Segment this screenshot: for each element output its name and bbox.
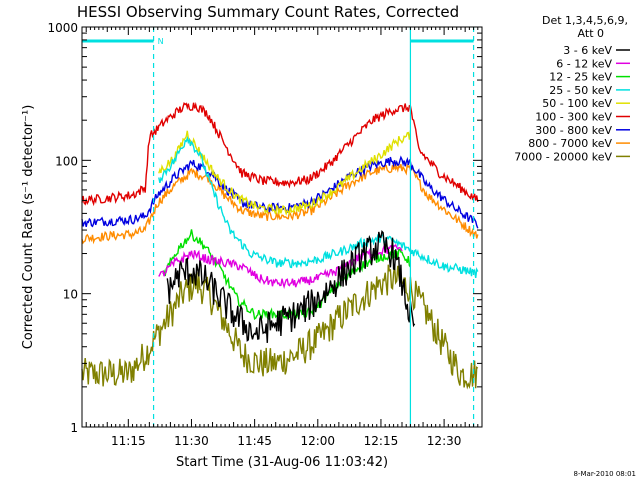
- y-tick-label: 10: [63, 288, 78, 302]
- x-tick-label: 11:15: [111, 434, 146, 448]
- x-axis-label: Start Time (31-Aug-06 11:03:42): [176, 455, 388, 470]
- y-tick-label: 1000: [47, 21, 78, 35]
- legend-label-9: 7000 - 20000 keV: [514, 150, 612, 163]
- legend-header-line-2: Att 0: [578, 27, 604, 40]
- series-line-9: [81, 264, 479, 390]
- plot-area: N: [81, 27, 479, 427]
- legend-label-5: 50 - 100 keV: [542, 97, 612, 110]
- y-axis: 1 10 100 1000: [47, 21, 482, 435]
- x-tick-label: 11:45: [237, 434, 272, 448]
- x-tick-label: 11:30: [174, 434, 209, 448]
- plot-frame: [81, 26, 483, 428]
- legend-label-3: 12 - 25 keV: [549, 71, 612, 84]
- chart-title: HESSI Observing Summary Count Rates, Cor…: [77, 3, 459, 21]
- legend-label-6: 100 - 300 keV: [535, 111, 612, 124]
- legend-label-1: 3 - 6 keV: [563, 44, 612, 57]
- legend-label-8: 800 - 7000 keV: [528, 137, 612, 150]
- y-tick-label: 1: [70, 421, 78, 435]
- footer-date: 8-Mar-2010 08:01: [574, 470, 636, 478]
- series-line-1: [166, 229, 416, 343]
- series-line-4: [158, 135, 479, 279]
- marker-label: N: [158, 37, 164, 46]
- series-line-5: [158, 130, 412, 216]
- series-line-7: [81, 155, 479, 229]
- x-tick-label: 12:30: [427, 434, 462, 448]
- x-axis: 11:15 11:30 11:45 12:00 12:15 12:30: [81, 27, 483, 448]
- legend-label-2: 6 - 12 keV: [556, 57, 612, 70]
- series-line-6: [81, 101, 479, 207]
- x-tick-label: 12:15: [364, 434, 399, 448]
- legend-label-7: 300 - 800 keV: [535, 124, 612, 137]
- y-tick-label: 100: [55, 154, 78, 168]
- series-line-8: [81, 163, 479, 245]
- y-axis-label: Corrected Count Rate (s⁻¹ detector⁻¹): [21, 105, 36, 350]
- legend-label-4: 25 - 50 keV: [549, 84, 612, 97]
- legend-header-line-1: Det 1,3,4,5,6,9,: [542, 14, 628, 27]
- x-tick-label: 12:00: [300, 434, 335, 448]
